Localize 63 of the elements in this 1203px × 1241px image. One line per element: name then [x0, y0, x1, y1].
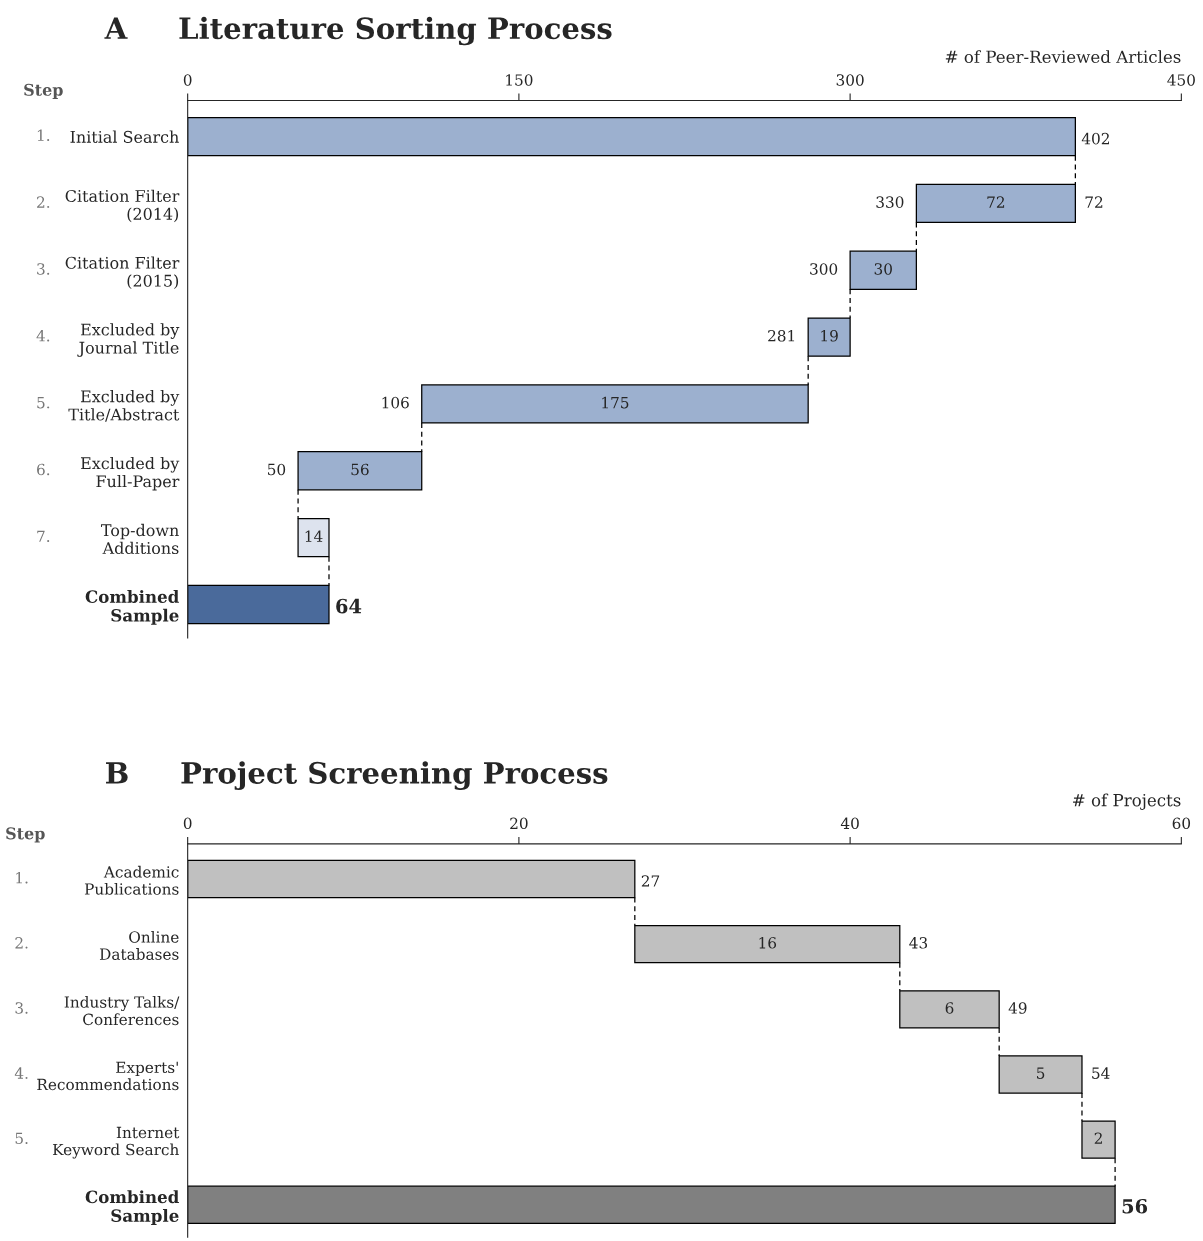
y-tick-label: Experts' Recommendations — [37, 1061, 179, 1091]
y-tick-label: Citation Filter (2014) — [65, 189, 180, 223]
data-label: 402 — [1081, 132, 1109, 145]
data-label: 14 — [305, 530, 323, 542]
text: 1. — [37, 129, 50, 142]
y-tick-label: Excluded by Full-Paper — [80, 456, 180, 491]
text: 4. — [14, 1067, 28, 1079]
text: 5. — [15, 1132, 28, 1145]
annotation: 330 — [876, 196, 904, 208]
y-tick-label: Combined Sample — [85, 590, 179, 625]
text: 7. — [37, 530, 50, 543]
y-tick-label: Industry Talks/ Conferences — [64, 996, 180, 1026]
annotation: 106 — [382, 396, 409, 409]
x-tick-label: 0 — [183, 74, 192, 86]
data-label: 30 — [874, 263, 892, 275]
y-tick-label: Combined Sample — [85, 1190, 179, 1226]
text: 6. — [37, 463, 50, 476]
x-tick-label: 150 — [506, 74, 533, 86]
data-label: 56 — [351, 463, 369, 476]
text: 2. — [37, 196, 50, 208]
x-tick-label: 20 — [510, 817, 528, 830]
y-tick-label: Citation Filter (2015) — [65, 256, 180, 289]
text: 2. — [15, 937, 28, 949]
data-label: 16 — [759, 937, 777, 949]
y-tick-label: Online Databases — [99, 930, 179, 960]
annotation: 43 — [909, 937, 928, 949]
annotation: 72 — [987, 196, 1005, 208]
text: 5. — [37, 397, 50, 409]
y-tick-label: Internet Keyword Search — [52, 1126, 180, 1159]
x-tick-label: 40 — [840, 817, 859, 830]
data-label: 6 — [945, 1002, 954, 1014]
annotation: 49 — [1008, 1002, 1027, 1014]
text: 3. — [37, 263, 50, 275]
data-label: 56 — [1122, 1198, 1148, 1214]
data-label: 64 — [336, 598, 362, 614]
y-tick-label: Excluded by Journal Title — [77, 323, 180, 357]
chart-title: B Project Screening Process — [106, 761, 608, 790]
annotation: 281 — [768, 329, 795, 342]
text: 3. — [15, 1002, 28, 1014]
annotation: 50 — [268, 463, 286, 476]
data-label: 27 — [641, 875, 660, 887]
text: Step — [24, 83, 63, 99]
data-label: 72 — [1085, 196, 1103, 208]
x-tick-label: 60 — [1172, 817, 1191, 830]
y-tick-label: Top-down Additions — [101, 523, 179, 555]
y-tick-label: Academic Publications — [84, 865, 179, 895]
annotation: 300 — [810, 263, 838, 275]
data-label: 5 — [1037, 1067, 1045, 1079]
text: Step — [6, 827, 45, 843]
x-axis-title: # of Peer-Reviewed Articles — [945, 50, 1181, 64]
x-tick-label: 0 — [183, 817, 192, 830]
data-label: 2 — [1094, 1132, 1102, 1144]
y-tick-label: Initial Search — [70, 130, 179, 143]
text: 1. — [16, 871, 28, 884]
y-tick-label: Excluded by Title/Abstract — [68, 390, 180, 422]
x-tick-label: 300 — [836, 74, 864, 86]
text: 4. — [36, 329, 50, 342]
data-label: 175 — [602, 396, 629, 409]
x-tick-label: 450 — [1167, 74, 1195, 86]
x-axis-title: # of Projects — [1073, 793, 1181, 810]
chart-title: A Literature Sorting Process — [104, 16, 612, 46]
data-label: 19 — [821, 329, 838, 342]
annotation: 54 — [1092, 1067, 1110, 1079]
